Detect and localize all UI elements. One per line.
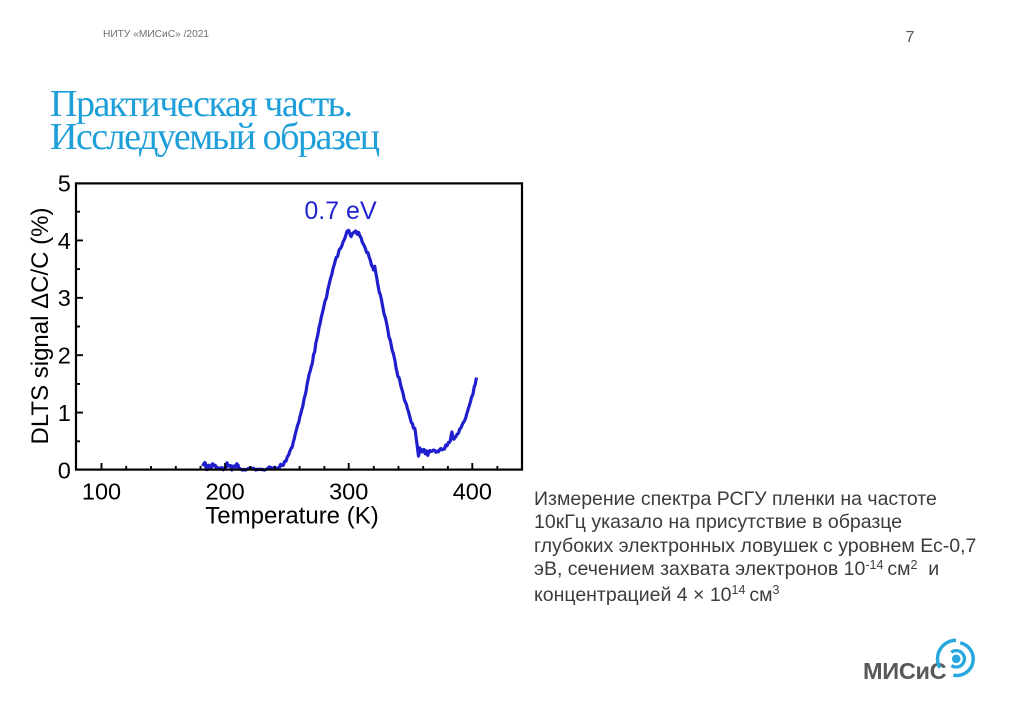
svg-text:400: 400 [453,479,492,505]
svg-text:DLTS signal ΔC/C (%): DLTS signal ΔC/C (%) [27,208,54,445]
svg-text:4: 4 [58,228,71,254]
svg-text:300: 300 [329,479,368,505]
svg-text:0.7 eV: 0.7 eV [304,197,377,225]
svg-text:Temperature (K): Temperature (K) [205,503,378,530]
svg-text:3: 3 [58,285,71,311]
svg-text:0: 0 [58,457,71,483]
svg-text:2: 2 [58,343,71,369]
svg-text:1: 1 [58,400,71,426]
svg-text:100: 100 [82,479,121,505]
svg-text:200: 200 [205,479,244,505]
svg-text:5: 5 [58,170,71,196]
